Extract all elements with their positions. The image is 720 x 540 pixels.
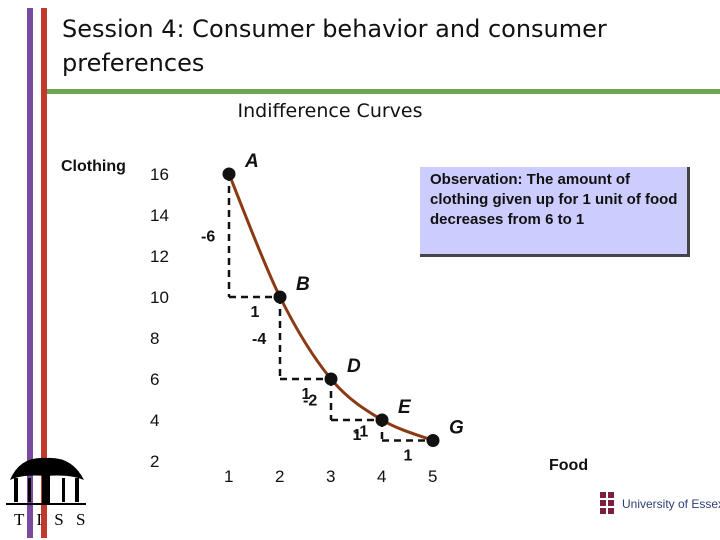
y-tick-label: 12: [150, 247, 169, 266]
x-tick-label: 1: [224, 467, 233, 486]
clothing-change-label: -1: [354, 423, 368, 440]
bundle-label-a: A: [244, 151, 259, 172]
bundle-point-g: [426, 434, 440, 447]
banyan-tree-icon: [6, 457, 86, 505]
y-tick-label: 16: [150, 165, 169, 184]
title-underline: [47, 89, 720, 94]
x-tick-label: 3: [326, 467, 335, 486]
food-change-label: 1: [251, 304, 260, 321]
x-tick-label: 5: [428, 467, 437, 486]
y-tick-label: 2: [150, 452, 159, 471]
bundle-label-b: B: [296, 274, 310, 295]
bundle-point-e: [375, 413, 389, 427]
essex-logo: University of Essex: [598, 488, 720, 524]
food-change-label: 1: [302, 386, 311, 403]
clothing-change-label: -2: [303, 393, 317, 410]
left-accent-bar-purple: [27, 8, 33, 538]
observation-box: Observation: The amount of clothing give…: [420, 167, 690, 257]
bundle-point-d: [324, 372, 338, 386]
tiss-logo: T I S S: [0, 450, 92, 535]
bundle-label-e: E: [398, 397, 412, 418]
bundle-label-g: G: [449, 418, 464, 439]
bundle-point-a: [222, 167, 236, 181]
food-change-label: 1: [404, 448, 413, 465]
y-tick-label: 4: [150, 411, 159, 430]
x-tick-label: 2: [275, 467, 284, 486]
y-axis-title: Clothing: [61, 158, 126, 175]
bundle-point-b: [273, 290, 287, 304]
bundle-label-d: D: [347, 356, 361, 377]
y-tick-label: 6: [150, 370, 159, 389]
y-tick-label: 14: [150, 206, 169, 225]
y-tick-label: 10: [150, 288, 169, 307]
chart-title: Indifference Curves: [237, 100, 423, 122]
essex-wordmark: University of Essex: [622, 497, 720, 511]
slide-title: Session 4: Consumer behavior and consume…: [62, 15, 607, 77]
x-axis-title: Food: [549, 457, 588, 474]
tiss-wordmark: T I S S: [14, 510, 90, 529]
indifference-curve-line: [227, 173, 434, 442]
clothing-change-label: -4: [252, 331, 266, 348]
clothing-change-label: -6: [201, 229, 215, 246]
y-tick-label: 8: [150, 329, 159, 348]
x-tick-label: 4: [377, 467, 386, 486]
left-accent-bar-red: [41, 8, 47, 538]
essex-crest-icon: [600, 492, 614, 514]
food-change-label: 1: [353, 427, 362, 444]
